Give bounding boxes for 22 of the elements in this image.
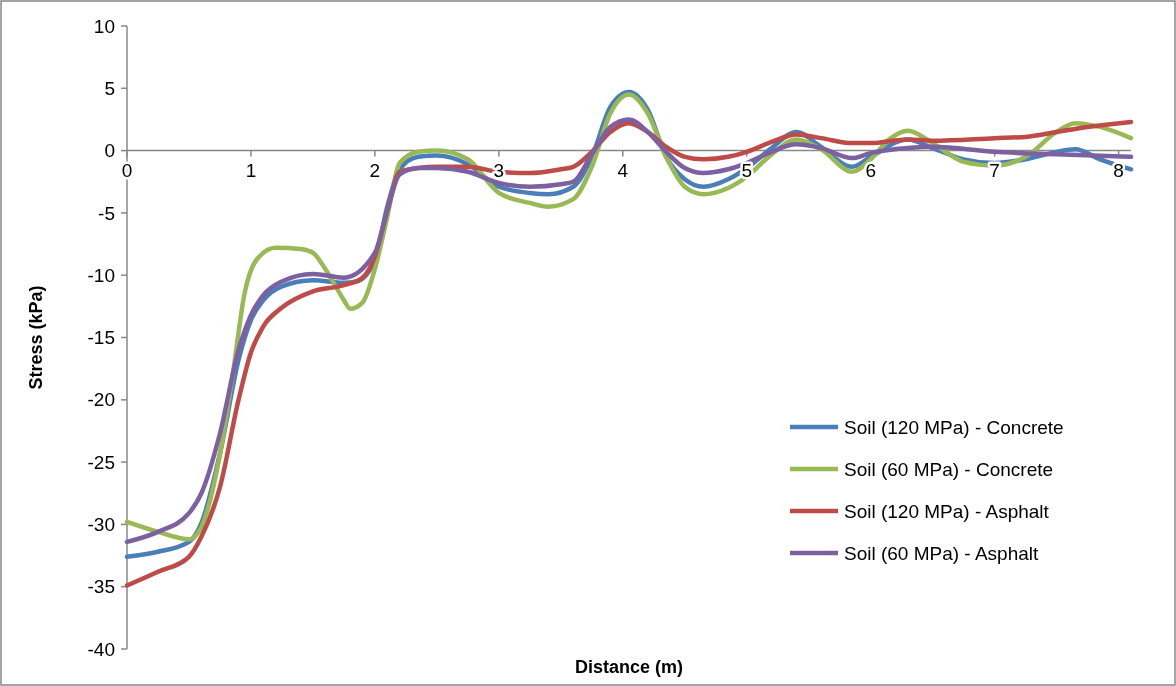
y-tick-label: -10	[87, 264, 115, 286]
y-tick-label: -30	[87, 514, 115, 536]
y-tick-label: 10	[93, 15, 115, 37]
y-tick-label: -5	[98, 202, 115, 224]
x-tick-label: 2	[369, 159, 381, 181]
y-tick-label: -20	[87, 389, 115, 411]
legend-label: Soil (120 MPa) - Asphalt	[844, 500, 1050, 522]
y-axis-title: Stress (kPa)	[26, 285, 46, 390]
y-tick-label: 5	[104, 77, 115, 99]
x-tick-label: 6	[865, 159, 876, 181]
y-tick-label: -15	[87, 327, 115, 349]
y-tick-label: -25	[87, 451, 115, 473]
legend-label: Soil (60 MPa) - Asphalt	[844, 542, 1040, 564]
x-tick-label: 1	[245, 159, 257, 181]
y-tick-label: 0	[104, 140, 115, 162]
legend-label: Soil (60 MPa) - Concrete	[844, 458, 1054, 480]
x-axis-title: Distance (m)	[574, 657, 684, 677]
y-tick-label: -40	[87, 638, 115, 660]
x-tick-label: 0	[121, 159, 133, 181]
y-tick-label: -35	[87, 576, 115, 598]
legend-label: Soil (120 MPa) - Concrete	[844, 416, 1064, 438]
x-tick-label: 4	[617, 159, 629, 181]
